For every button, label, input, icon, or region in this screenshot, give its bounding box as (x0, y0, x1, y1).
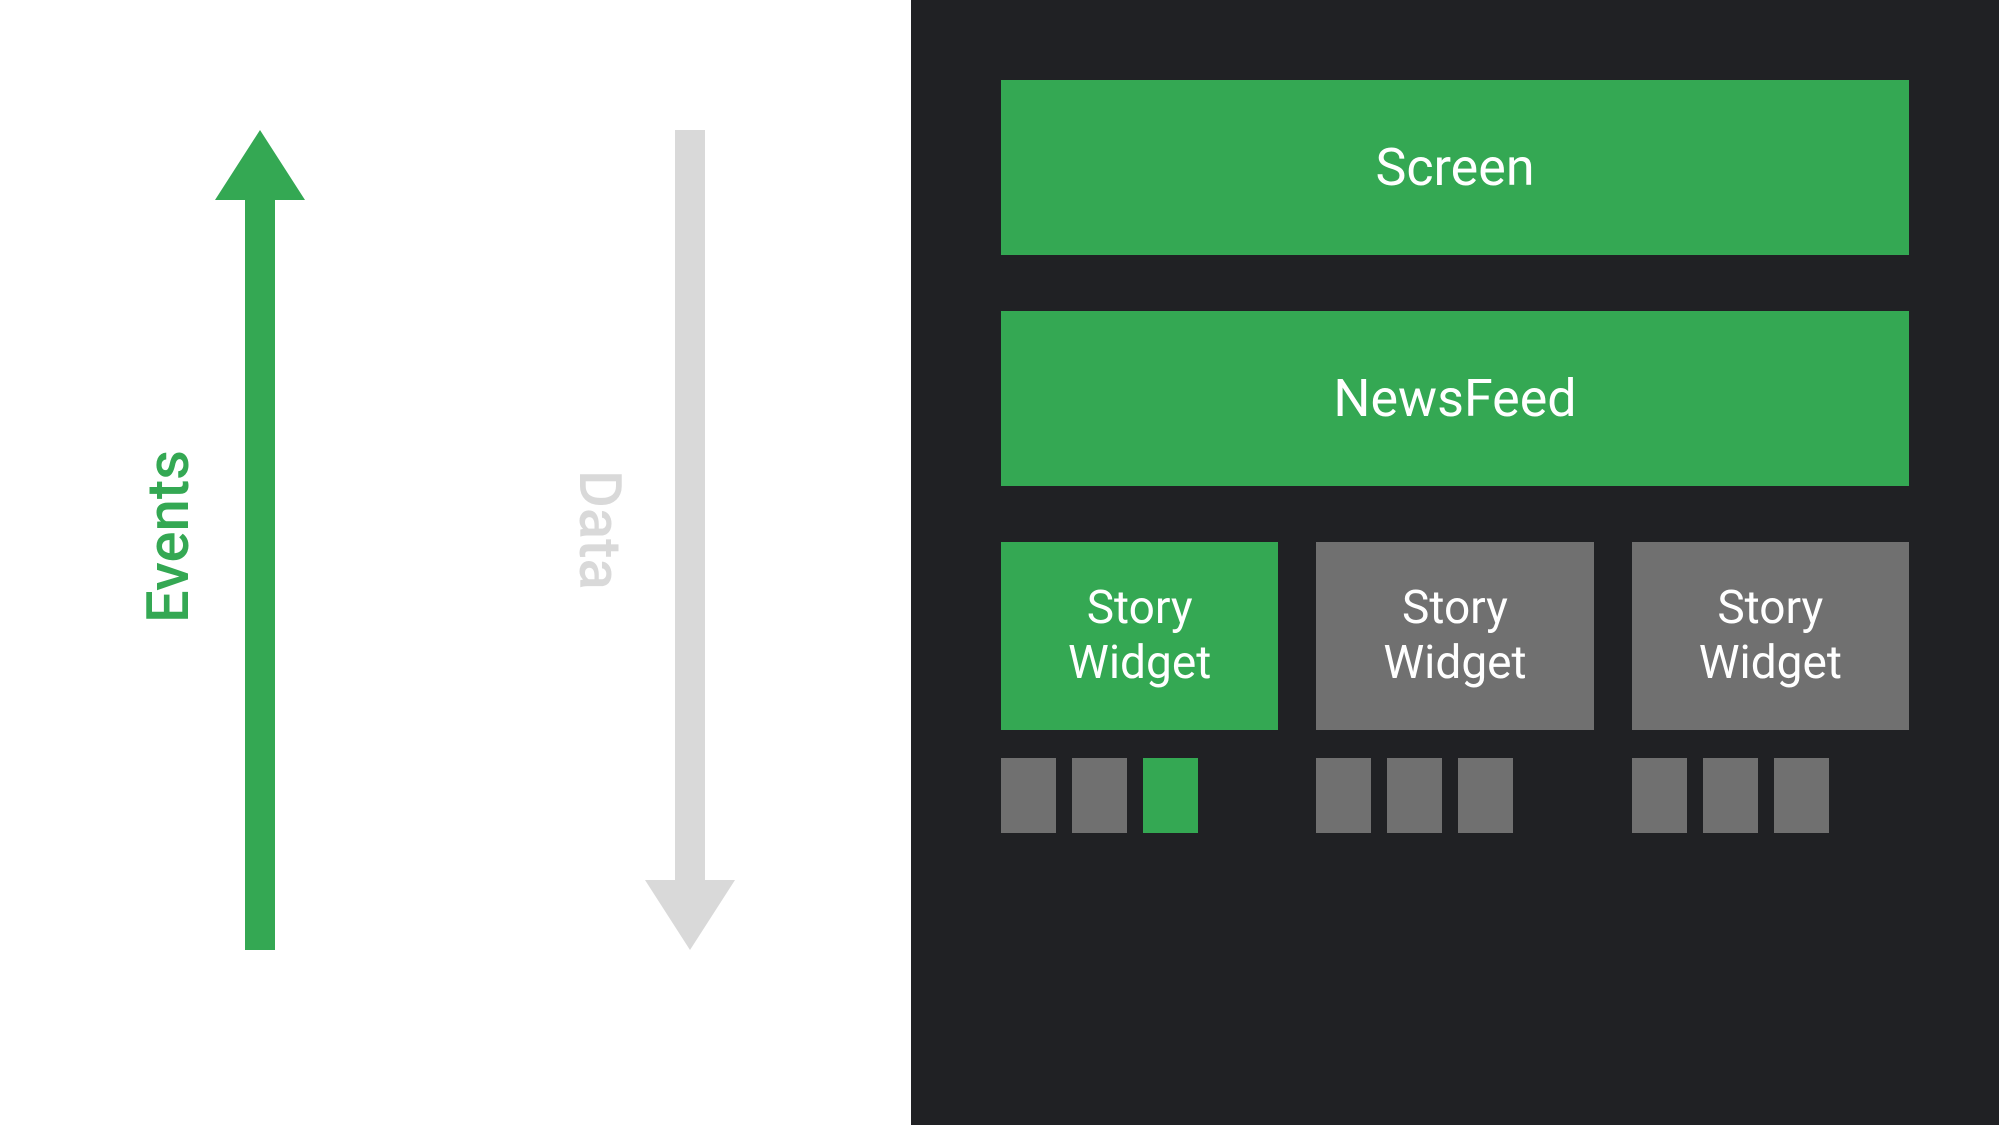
small-boxes-row (1001, 758, 1278, 833)
small-box (1143, 758, 1198, 833)
widget-label-line1: Story (1402, 581, 1508, 636)
small-box (1774, 758, 1829, 833)
right-panel: Screen NewsFeed StoryWidgetStoryWidgetSt… (911, 0, 1999, 1125)
widget-label-line2: Widget (1068, 636, 1211, 691)
widgets-row: StoryWidgetStoryWidgetStoryWidget (1001, 542, 1909, 833)
newsfeed-box: NewsFeed (1001, 311, 1909, 486)
diagram-container: Events Data Screen NewsFeed StoryWidgetS… (0, 0, 1999, 1125)
widget-group: StoryWidget (1632, 542, 1909, 833)
small-boxes-row (1632, 758, 1909, 833)
arrow-up-icon (215, 130, 305, 950)
screen-label: Screen (1375, 137, 1534, 198)
small-box (1001, 758, 1056, 833)
events-label: Events (135, 450, 203, 623)
newsfeed-label: NewsFeed (1333, 368, 1576, 429)
small-box (1387, 758, 1442, 833)
data-label: Data (565, 470, 633, 590)
story-widget-box: StoryWidget (1001, 542, 1278, 730)
data-arrow-group: Data (645, 130, 735, 950)
small-box (1072, 758, 1127, 833)
small-box (1703, 758, 1758, 833)
events-arrow-group: Events (215, 130, 305, 950)
widget-label-line2: Widget (1699, 636, 1842, 691)
widget-label-line1: Story (1717, 581, 1823, 636)
small-boxes-row (1316, 758, 1593, 833)
story-widget-box: StoryWidget (1316, 542, 1593, 730)
small-box (1458, 758, 1513, 833)
widget-group: StoryWidget (1316, 542, 1593, 833)
widget-group: StoryWidget (1001, 542, 1278, 833)
screen-box: Screen (1001, 80, 1909, 255)
story-widget-box: StoryWidget (1632, 542, 1909, 730)
widget-label-line2: Widget (1383, 636, 1526, 691)
small-box (1632, 758, 1687, 833)
arrow-down-icon (645, 130, 735, 950)
widget-label-line1: Story (1087, 581, 1193, 636)
left-panel: Events Data (0, 0, 911, 1125)
small-box (1316, 758, 1371, 833)
